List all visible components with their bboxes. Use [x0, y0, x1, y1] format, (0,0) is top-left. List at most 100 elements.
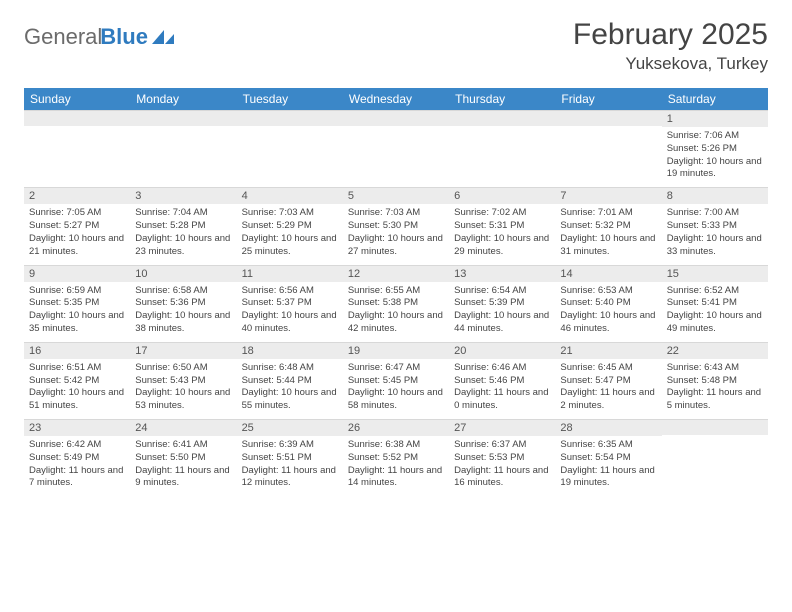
day-details: Sunrise: 7:01 AMSunset: 5:32 PMDaylight:…	[555, 204, 661, 264]
day-number: 12	[343, 265, 449, 282]
day-details: Sunrise: 7:03 AMSunset: 5:29 PMDaylight:…	[237, 204, 343, 264]
day-cell: 10Sunrise: 6:58 AMSunset: 5:36 PMDayligh…	[130, 265, 236, 342]
week-row: 2Sunrise: 7:05 AMSunset: 5:27 PMDaylight…	[24, 187, 768, 264]
day-header-fri: Friday	[555, 88, 661, 110]
weeks-container: 1Sunrise: 7:06 AMSunset: 5:26 PMDaylight…	[24, 110, 768, 496]
day-number: 2	[24, 187, 130, 204]
day-cell	[555, 110, 661, 187]
day-cell: 5Sunrise: 7:03 AMSunset: 5:30 PMDaylight…	[343, 187, 449, 264]
logo-text-gray: General	[24, 24, 102, 50]
day-cell: 6Sunrise: 7:02 AMSunset: 5:31 PMDaylight…	[449, 187, 555, 264]
day-details: Sunrise: 6:48 AMSunset: 5:44 PMDaylight:…	[237, 359, 343, 419]
day-details: Sunrise: 6:42 AMSunset: 5:49 PMDaylight:…	[24, 436, 130, 496]
day-cell: 7Sunrise: 7:01 AMSunset: 5:32 PMDaylight…	[555, 187, 661, 264]
day-number: 15	[662, 265, 768, 282]
day-cell: 18Sunrise: 6:48 AMSunset: 5:44 PMDayligh…	[237, 342, 343, 419]
calendar-page: GeneralBlue February 2025 Yuksekova, Tur…	[0, 0, 792, 514]
day-number: 27	[449, 419, 555, 436]
day-details: Sunrise: 6:38 AMSunset: 5:52 PMDaylight:…	[343, 436, 449, 496]
header: GeneralBlue February 2025 Yuksekova, Tur…	[24, 18, 768, 74]
week-row: 16Sunrise: 6:51 AMSunset: 5:42 PMDayligh…	[24, 342, 768, 419]
day-details: Sunrise: 7:02 AMSunset: 5:31 PMDaylight:…	[449, 204, 555, 264]
day-details: Sunrise: 6:39 AMSunset: 5:51 PMDaylight:…	[237, 436, 343, 496]
day-number: 11	[237, 265, 343, 282]
empty-day	[343, 110, 449, 126]
week-row: 23Sunrise: 6:42 AMSunset: 5:49 PMDayligh…	[24, 419, 768, 496]
month-title: February 2025	[573, 18, 768, 52]
day-number: 14	[555, 265, 661, 282]
empty-day	[449, 110, 555, 126]
day-details: Sunrise: 6:56 AMSunset: 5:37 PMDaylight:…	[237, 282, 343, 342]
day-cell: 26Sunrise: 6:38 AMSunset: 5:52 PMDayligh…	[343, 419, 449, 496]
day-header-thu: Thursday	[449, 88, 555, 110]
day-cell: 27Sunrise: 6:37 AMSunset: 5:53 PMDayligh…	[449, 419, 555, 496]
day-cell: 21Sunrise: 6:45 AMSunset: 5:47 PMDayligh…	[555, 342, 661, 419]
day-number: 24	[130, 419, 236, 436]
day-details: Sunrise: 6:45 AMSunset: 5:47 PMDaylight:…	[555, 359, 661, 419]
day-number: 6	[449, 187, 555, 204]
day-number: 26	[343, 419, 449, 436]
day-details: Sunrise: 6:54 AMSunset: 5:39 PMDaylight:…	[449, 282, 555, 342]
logo: GeneralBlue	[24, 18, 174, 50]
day-number: 1	[662, 110, 768, 127]
day-details: Sunrise: 6:55 AMSunset: 5:38 PMDaylight:…	[343, 282, 449, 342]
day-cell: 8Sunrise: 7:00 AMSunset: 5:33 PMDaylight…	[662, 187, 768, 264]
day-number: 19	[343, 342, 449, 359]
day-details: Sunrise: 7:06 AMSunset: 5:26 PMDaylight:…	[662, 127, 768, 187]
day-cell: 13Sunrise: 6:54 AMSunset: 5:39 PMDayligh…	[449, 265, 555, 342]
day-number: 10	[130, 265, 236, 282]
empty-day	[24, 110, 130, 126]
day-number: 21	[555, 342, 661, 359]
day-cell: 22Sunrise: 6:43 AMSunset: 5:48 PMDayligh…	[662, 342, 768, 419]
day-details: Sunrise: 6:35 AMSunset: 5:54 PMDaylight:…	[555, 436, 661, 496]
day-cell: 14Sunrise: 6:53 AMSunset: 5:40 PMDayligh…	[555, 265, 661, 342]
day-header-sat: Saturday	[662, 88, 768, 110]
day-cell: 11Sunrise: 6:56 AMSunset: 5:37 PMDayligh…	[237, 265, 343, 342]
day-cell	[130, 110, 236, 187]
week-row: 1Sunrise: 7:06 AMSunset: 5:26 PMDaylight…	[24, 110, 768, 187]
day-header-wed: Wednesday	[343, 88, 449, 110]
empty-day	[130, 110, 236, 126]
day-header-sun: Sunday	[24, 88, 130, 110]
day-number: 18	[237, 342, 343, 359]
day-number: 3	[130, 187, 236, 204]
week-row: 9Sunrise: 6:59 AMSunset: 5:35 PMDaylight…	[24, 265, 768, 342]
day-details: Sunrise: 6:47 AMSunset: 5:45 PMDaylight:…	[343, 359, 449, 419]
day-details: Sunrise: 6:58 AMSunset: 5:36 PMDaylight:…	[130, 282, 236, 342]
day-cell: 12Sunrise: 6:55 AMSunset: 5:38 PMDayligh…	[343, 265, 449, 342]
day-details: Sunrise: 6:43 AMSunset: 5:48 PMDaylight:…	[662, 359, 768, 419]
day-cell: 17Sunrise: 6:50 AMSunset: 5:43 PMDayligh…	[130, 342, 236, 419]
day-cell: 19Sunrise: 6:47 AMSunset: 5:45 PMDayligh…	[343, 342, 449, 419]
day-number: 5	[343, 187, 449, 204]
title-block: February 2025 Yuksekova, Turkey	[573, 18, 768, 74]
day-details: Sunrise: 6:51 AMSunset: 5:42 PMDaylight:…	[24, 359, 130, 419]
day-number: 13	[449, 265, 555, 282]
day-details: Sunrise: 7:00 AMSunset: 5:33 PMDaylight:…	[662, 204, 768, 264]
calendar: Sunday Monday Tuesday Wednesday Thursday…	[24, 88, 768, 496]
day-details: Sunrise: 6:37 AMSunset: 5:53 PMDaylight:…	[449, 436, 555, 496]
day-cell: 15Sunrise: 6:52 AMSunset: 5:41 PMDayligh…	[662, 265, 768, 342]
empty-day	[555, 110, 661, 126]
day-number: 7	[555, 187, 661, 204]
day-cell: 1Sunrise: 7:06 AMSunset: 5:26 PMDaylight…	[662, 110, 768, 187]
day-cell: 23Sunrise: 6:42 AMSunset: 5:49 PMDayligh…	[24, 419, 130, 496]
day-details: Sunrise: 7:04 AMSunset: 5:28 PMDaylight:…	[130, 204, 236, 264]
logo-sail-icon	[152, 30, 174, 44]
day-details: Sunrise: 6:52 AMSunset: 5:41 PMDaylight:…	[662, 282, 768, 342]
day-details: Sunrise: 6:59 AMSunset: 5:35 PMDaylight:…	[24, 282, 130, 342]
day-details: Sunrise: 7:05 AMSunset: 5:27 PMDaylight:…	[24, 204, 130, 264]
day-cell	[343, 110, 449, 187]
day-details: Sunrise: 7:03 AMSunset: 5:30 PMDaylight:…	[343, 204, 449, 264]
day-cell	[24, 110, 130, 187]
day-number: 25	[237, 419, 343, 436]
day-header-tue: Tuesday	[237, 88, 343, 110]
day-cell: 4Sunrise: 7:03 AMSunset: 5:29 PMDaylight…	[237, 187, 343, 264]
day-number: 23	[24, 419, 130, 436]
day-number: 20	[449, 342, 555, 359]
day-number: 22	[662, 342, 768, 359]
day-number: 9	[24, 265, 130, 282]
day-cell: 25Sunrise: 6:39 AMSunset: 5:51 PMDayligh…	[237, 419, 343, 496]
day-cell: 16Sunrise: 6:51 AMSunset: 5:42 PMDayligh…	[24, 342, 130, 419]
day-number: 16	[24, 342, 130, 359]
logo-text-blue: Blue	[100, 24, 148, 50]
